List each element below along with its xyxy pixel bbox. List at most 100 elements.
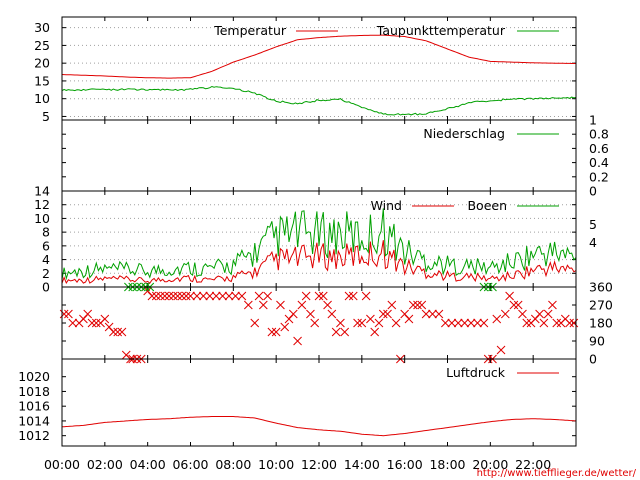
wind-direction-point <box>156 291 165 301</box>
temperature-y-tick-label: 10 <box>34 91 50 106</box>
pressure-y-tick-label: 1018 <box>18 384 50 399</box>
wind-direction-point <box>211 291 221 301</box>
wind-direction-point <box>263 291 272 301</box>
x-tick-label: 08:00 <box>215 457 251 472</box>
pressure-panel <box>61 358 577 447</box>
pressure-y-tick-label: 1014 <box>18 413 50 428</box>
wind-direction-point <box>513 300 523 310</box>
x-tick-label: 02:00 <box>87 457 123 472</box>
precipitation-y-tick-label: 0.2 <box>589 169 609 184</box>
wind-direction-point <box>466 318 476 328</box>
series-line-taupunkttemperatur <box>61 85 577 116</box>
wind-y-tick-label: 6 <box>42 238 50 253</box>
series-line-wind <box>61 240 577 284</box>
x-tick-label: 14:00 <box>344 457 380 472</box>
wind-direction-point <box>421 309 431 319</box>
wind-direction-point <box>391 318 401 328</box>
wind-direction-point <box>460 318 469 328</box>
x-tick-label: 06:00 <box>172 457 208 472</box>
wind-direction-point <box>357 318 367 328</box>
series-line-luftdruck <box>61 416 577 437</box>
wind-direction-point <box>548 300 557 310</box>
x-tick-label: 10:00 <box>258 457 294 472</box>
wind-direction-point <box>535 309 544 319</box>
wind-direction-point <box>543 309 553 319</box>
legend-label-wind: Wind <box>371 198 402 213</box>
legend-label-taupunkttemperatur: Taupunkttemperatur <box>376 23 506 38</box>
wind-direction-point <box>83 309 93 319</box>
legend-label-boeen: Boeen <box>467 198 507 213</box>
temperature-y-tick-label: 20 <box>34 56 50 71</box>
wind-direction-point <box>164 291 174 301</box>
precipitation-y-tick-label: 0.6 <box>589 141 609 156</box>
wind-direction-point <box>186 291 195 301</box>
wind-direction-point <box>552 318 562 328</box>
wind-direction-point <box>147 291 157 301</box>
wind-direction-y-tick-label: 180 <box>589 316 613 331</box>
wind-direction-point <box>297 300 307 310</box>
pressure-y-tick-label: 1020 <box>18 369 50 384</box>
wind-direction-point <box>361 291 371 301</box>
wind-direction-point <box>509 300 519 310</box>
x-tick-label: 18:00 <box>429 457 465 472</box>
wind-direction-point <box>500 309 510 319</box>
wind-direction-panel <box>59 282 579 364</box>
wind-direction-point <box>181 291 191 301</box>
wind-direction-point <box>198 291 208 301</box>
wind-direction-point <box>64 309 73 319</box>
wind-direction-point <box>310 318 320 328</box>
wind-y-tick-label: 10 <box>34 211 50 226</box>
wind-direction-point <box>117 327 127 337</box>
wind-direction-y-tick-label: 360 <box>589 280 613 295</box>
wind-direction-point <box>318 291 328 301</box>
wind-y-tick-label: 14 <box>34 184 50 199</box>
wind-direction-point <box>434 309 444 319</box>
temperature-y-tick-label: 30 <box>34 20 50 35</box>
wind-direction-point <box>151 291 161 301</box>
wind-direction-point <box>160 291 170 301</box>
wind-direction-point <box>569 318 579 328</box>
wind-direction-point <box>400 309 410 319</box>
wind-direction-point <box>417 300 427 310</box>
wind-direction-point <box>288 309 298 319</box>
wind-direction-point <box>353 318 362 328</box>
wind-direction-point <box>408 300 418 310</box>
wind-right-axis-label: 4 <box>589 235 597 250</box>
wind-direction-point <box>539 318 549 328</box>
wind-direction-point <box>293 336 302 346</box>
source-url: http://www.tiefflieger.de/wetter/ <box>477 468 637 479</box>
wind-direction-point <box>331 327 341 337</box>
wind-y-tick-label: 8 <box>42 225 50 240</box>
wind-direction-point <box>453 318 463 328</box>
wind-direction-point <box>522 318 532 328</box>
wind-direction-point <box>284 314 294 324</box>
pressure-y-tick-label: 1016 <box>18 399 50 414</box>
wind-direction-y-tick-label: 270 <box>589 298 613 313</box>
wind-direction-point <box>383 309 392 319</box>
series-line-temperatur <box>61 34 576 79</box>
wind-direction-point <box>565 318 574 328</box>
wind-direction-point <box>505 291 514 301</box>
wind-direction-point <box>306 309 315 319</box>
wind-direction-point <box>314 291 324 301</box>
wind-direction-point <box>441 318 450 328</box>
precipitation-y-tick-label: 0 <box>589 184 597 199</box>
wind-direction-point <box>271 327 281 337</box>
wind-direction-point <box>143 286 153 296</box>
precipitation-y-tick-label: 0.4 <box>589 155 609 170</box>
wind-direction-point <box>340 327 350 337</box>
wind-direction-point <box>177 291 187 301</box>
wind-y-tick-label: 12 <box>34 197 50 212</box>
wind-direction-y-tick-label: 0 <box>589 352 597 367</box>
wind-direction-point <box>91 318 101 328</box>
wind-direction-point <box>301 291 311 301</box>
wind-direction-point <box>218 291 227 301</box>
wind-direction-point <box>492 314 502 324</box>
wind-direction-point <box>370 327 380 337</box>
wind-direction-point <box>173 291 183 301</box>
wind-direction-point <box>447 318 457 328</box>
x-tick-label: 20:00 <box>472 457 508 472</box>
x-tick-label: 12:00 <box>301 457 337 472</box>
wind-direction-point <box>323 300 332 310</box>
